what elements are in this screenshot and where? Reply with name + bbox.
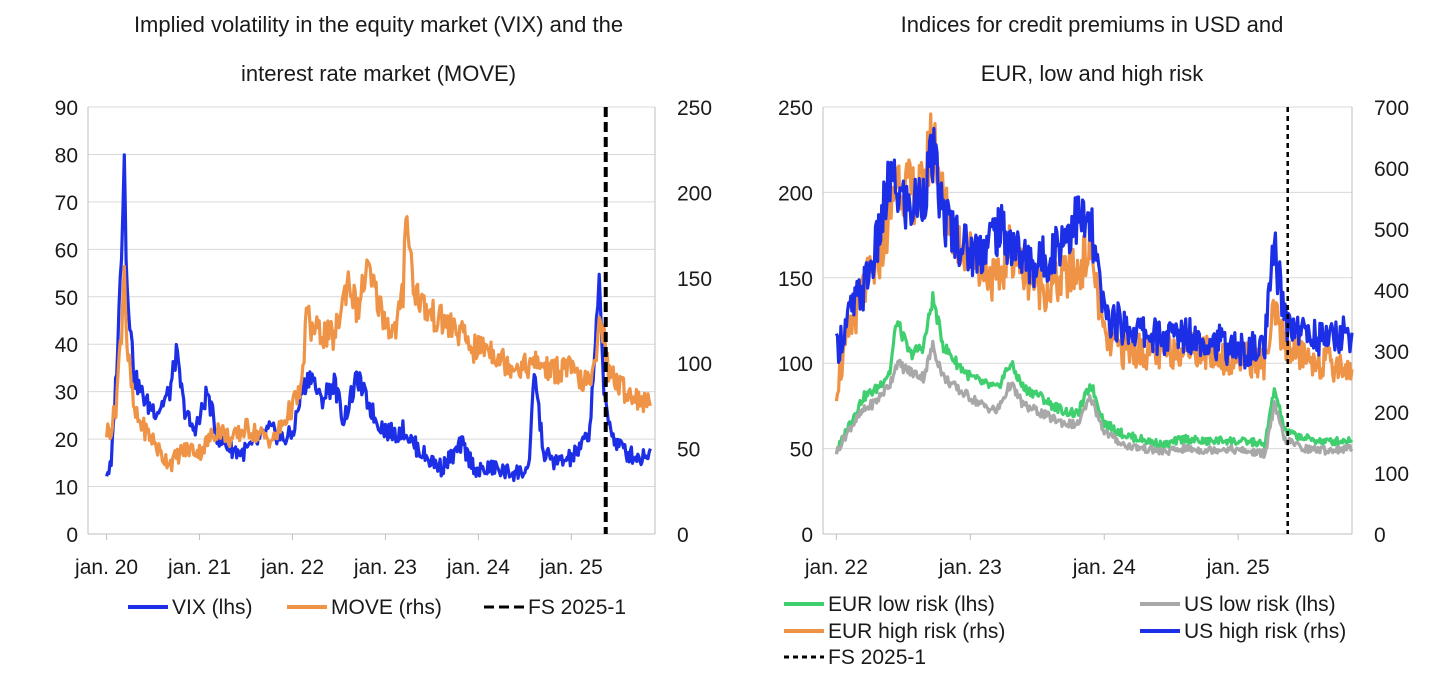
right-chart-x-tick: jan. 23: [938, 556, 1002, 579]
right-chart-y-right-tick: 400: [1374, 280, 1409, 303]
left-chart-y-right-tick: 150: [677, 268, 712, 291]
left-chart-x-tick: jan. 22: [260, 556, 324, 579]
left-chart-y-left-tick: 30: [55, 382, 78, 405]
right-chart-y-right-tick: 100: [1374, 463, 1409, 486]
left-chart-y-left-tick: 10: [55, 477, 78, 500]
right-chart-legend-label: US high risk (rhs): [1184, 620, 1346, 643]
left-chart-y-left-tick: 70: [55, 192, 78, 215]
right-chart-y-right-tick: 200: [1374, 402, 1409, 425]
right-chart-series-us-low-risk-lhs: [834, 339, 1354, 459]
left-chart-panel: Implied volatility in the equity market …: [0, 0, 722, 684]
right-chart-legend-label: FS 2025-1: [828, 646, 926, 669]
right-chart-y-right-tick: 0: [1374, 524, 1386, 547]
left-chart-x-tick: jan. 24: [446, 556, 510, 579]
right-chart-series-eur-low-risk-lhs: [834, 291, 1354, 455]
left-chart-x-tick: jan. 21: [167, 556, 231, 579]
right-chart-legend-label: US low risk (lhs): [1184, 593, 1336, 616]
right-chart-panel: Indices for credit premiums in USD and E…: [722, 0, 1445, 684]
left-chart-x-tick: jan. 25: [539, 556, 603, 579]
left-chart-y-left-tick: 50: [55, 287, 78, 310]
left-chart-y-left-tick: 90: [55, 97, 78, 120]
left-chart-legend-label: MOVE (rhs): [331, 596, 442, 619]
right-chart-title-line2: EUR, low and high risk: [980, 61, 1204, 86]
left-chart-x-tick: jan. 20: [74, 556, 138, 579]
right-chart-y-left-tick: 100: [778, 353, 813, 376]
right-chart-title-line1: Indices for credit premiums in USD and: [900, 12, 1284, 37]
left-chart-y-right-tick: 250: [677, 97, 712, 120]
left-chart-y-left-tick: 40: [55, 334, 78, 357]
left-chart-x-tick: jan. 23: [353, 556, 417, 579]
right-chart-x-tick: jan. 24: [1072, 556, 1136, 579]
left-chart-y-left-tick: 80: [55, 144, 78, 167]
right-chart-series-us-high-risk-rhs: [834, 126, 1354, 370]
left-chart-title-line2: interest rate market (MOVE): [240, 61, 517, 86]
left-chart-legend-label: VIX (lhs): [172, 596, 253, 619]
right-chart-legend-label: EUR low risk (lhs): [828, 593, 995, 616]
left-chart-y-right-tick: 0: [677, 524, 689, 547]
left-chart-y-left-tick: 0: [66, 524, 78, 547]
right-chart-y-right-tick: 600: [1374, 158, 1409, 181]
right-chart-svg: 0 50 100 150 200 250 0 100 200 300 400 500 600 700 jan…: [778, 97, 1409, 669]
right-chart-y-left-tick: 200: [778, 182, 813, 205]
right-chart-x-tick: jan. 22: [804, 556, 868, 579]
left-chart-series-vix-lhs: [105, 153, 652, 483]
right-chart-x-tick: jan. 25: [1206, 556, 1270, 579]
right-chart-y-right-tick: 300: [1374, 341, 1409, 364]
right-chart-y-left-tick: 0: [801, 524, 813, 547]
left-chart-y-left-tick: 60: [55, 239, 78, 262]
right-chart-y-left-tick: 50: [790, 439, 813, 462]
left-chart-legend-label: FS 2025-1: [528, 596, 626, 619]
left-chart-y-right-tick: 100: [677, 353, 712, 376]
right-chart-y-left-tick: 250: [778, 97, 813, 120]
right-chart-y-right-tick: 500: [1374, 219, 1409, 242]
right-chart-y-right-tick: 700: [1374, 97, 1409, 120]
left-chart-svg: 0 10 20 30 40 50 60 70 80 90 0 50 100 150 200 250 jan. 2…: [55, 97, 712, 619]
right-chart-legend-label: EUR high risk (rhs): [828, 620, 1005, 643]
right-chart-y-left-tick: 150: [778, 268, 813, 291]
left-chart-series-move-rhs: [105, 215, 652, 473]
left-chart-y-right-tick: 50: [677, 439, 700, 462]
left-chart-title-line1: Implied volatility in the equity market …: [133, 12, 624, 37]
left-chart-y-right-tick: 200: [677, 182, 712, 205]
left-chart-y-left-tick: 20: [55, 429, 78, 452]
